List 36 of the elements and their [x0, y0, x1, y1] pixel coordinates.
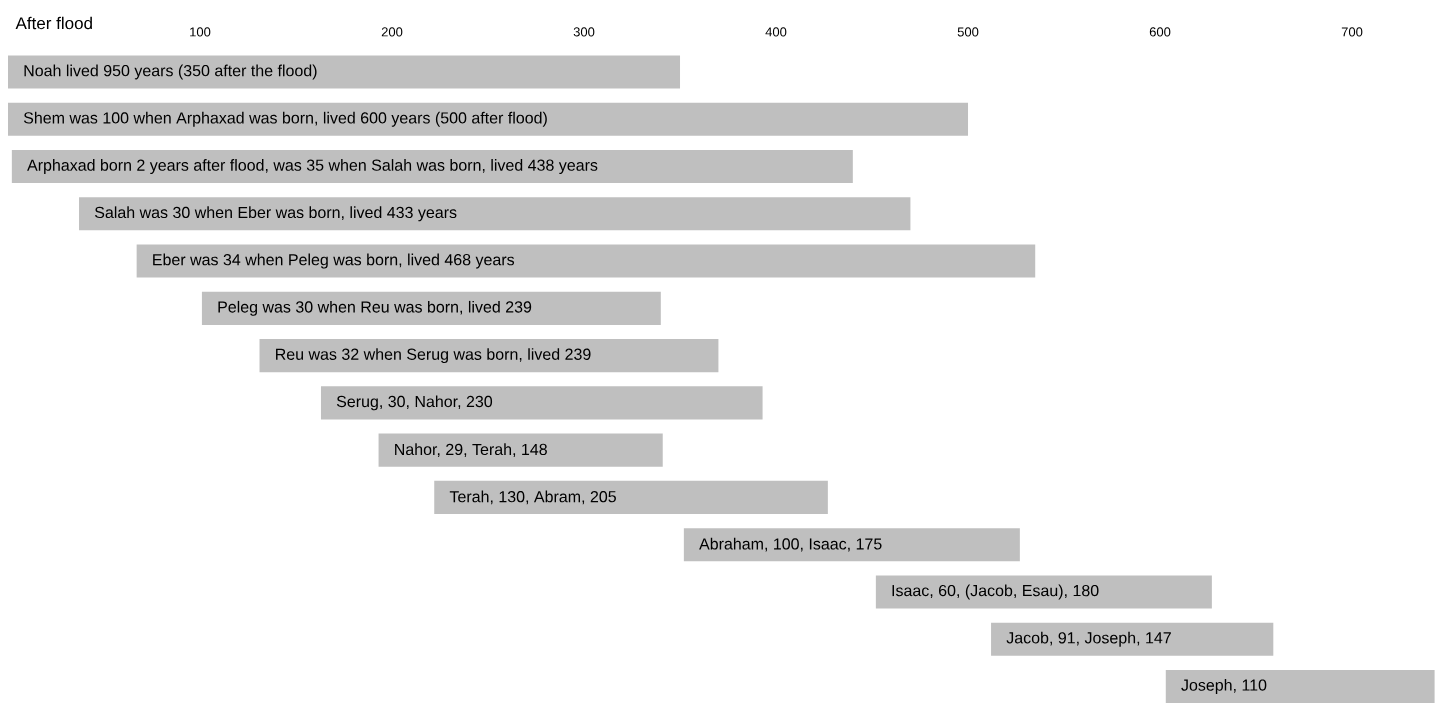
y-tick-label: Arphaxad born 2 years after flood, was 35 when Salah was born, lived 438 years	[27, 159, 598, 174]
y-tick-label: Reu was 32 when Serug was born, lived 239	[276, 348, 591, 364]
x-tick-label: 300	[573, 27, 595, 37]
x-tick-label: 500	[957, 27, 979, 37]
x-tick-label: 100	[190, 27, 211, 37]
bar	[434, 480, 828, 514]
bar	[201, 291, 661, 325]
y-tick-label: Serug, 30, Nahor, 230	[336, 395, 493, 411]
bar	[79, 197, 911, 231]
y-tick-label: Shem was 100 when Arphaxad was born, lived 600 years (500 after flood)	[23, 111, 547, 127]
y-tick-label: Abraham, 100, Isaac, 175	[699, 537, 882, 552]
bar	[8, 102, 969, 136]
x-tick-label: 200	[381, 27, 403, 37]
x-axis-title: After flood	[15, 16, 92, 30]
x-tick-label: 400	[765, 27, 787, 37]
y-tick-label: Terah, 130, Abram, 205	[449, 490, 616, 505]
y-tick-label: Eber was 34 when Peleg was born, lived 468 years	[153, 253, 515, 269]
bar	[259, 339, 719, 373]
bar	[875, 575, 1212, 609]
y-tick-label: Joseph, 110	[1181, 679, 1267, 694]
bar	[683, 528, 1020, 562]
y-tick-label: Nahor, 29, Terah, 148	[395, 443, 547, 457]
y-tick-label: Salah was 30 when Eber was born, lived 433 years	[94, 206, 457, 222]
bar	[1165, 669, 1435, 704]
bar	[11, 149, 853, 184]
y-tick-label: Noah lived 950 years (350 after the flood)	[24, 64, 317, 80]
bar	[378, 433, 663, 467]
y-tick-label: Jacob, 91, Joseph, 147	[1006, 631, 1171, 647]
x-tick-label: 700	[1341, 27, 1363, 37]
bar	[136, 244, 1036, 278]
bar	[8, 55, 681, 89]
y-tick-label: Peleg was 30 when Reu was born, lived 239	[218, 300, 532, 316]
x-tick-label: 600	[1149, 27, 1171, 37]
bar	[991, 622, 1274, 656]
bar	[320, 386, 763, 420]
y-tick-label: Isaac, 60, (Jacob, Esau), 180	[892, 584, 1099, 600]
